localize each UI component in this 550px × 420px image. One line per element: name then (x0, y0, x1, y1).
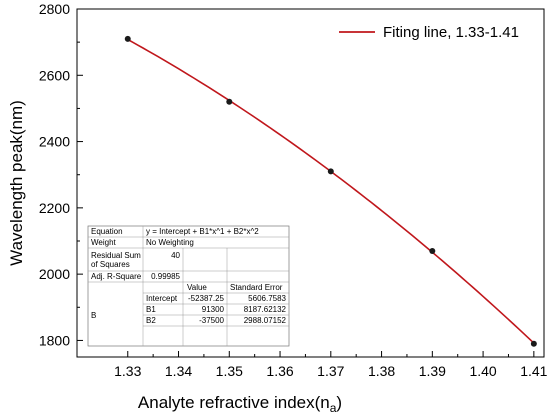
x-axis-label-sub: a (330, 401, 337, 415)
fit-table-param-value: -37500 (199, 316, 224, 325)
fit-table-equation-label: Equation (91, 227, 123, 236)
data-point (530, 340, 537, 347)
x-tick-label: 1.39 (419, 363, 446, 379)
data-point (226, 98, 233, 105)
fit-table-col-value: Value (187, 283, 207, 292)
x-tick-label: 1.33 (114, 363, 141, 379)
x-tick-label: 1.35 (216, 363, 243, 379)
x-tick-label: 1.38 (368, 363, 395, 379)
fit-table-param-value: -52387.25 (188, 294, 225, 303)
fit-table-param-se: 5606.7583 (248, 294, 286, 303)
x-axis-label: Analyte refractive index(na) (138, 393, 342, 415)
fit-table-weight: No Weighting (146, 238, 194, 247)
y-tick-label: 2400 (39, 134, 70, 150)
data-point (327, 168, 334, 175)
fit-table-weight-label: Weight (91, 238, 117, 247)
x-axis-label-main: Analyte refractive index(n (138, 393, 330, 412)
y-axis-label: Wavelength peak(nm) (7, 100, 26, 266)
data-point (124, 35, 131, 42)
fit-table-rss-label: Residual Sum (91, 251, 141, 260)
y-tick-label: 1800 (39, 332, 70, 348)
x-tick-label: 1.37 (317, 363, 344, 379)
fit-table-param-name: B2 (146, 316, 156, 325)
fit-table-param-se: 2988.07152 (244, 316, 287, 325)
x-tick-label: 1.40 (469, 363, 496, 379)
fit-table-param-name: Intercept (146, 294, 178, 303)
x-axis-label-end: ) (336, 393, 342, 412)
x-axis: 1.33 1.34 1.35 1.36 1.37 1.38 1.39 1.40 1.41 (114, 351, 548, 379)
fit-table-rss-label: of Squares (91, 260, 130, 269)
fit-table-rss: 40 (171, 251, 180, 260)
fit-table-adjr2: 0.99985 (151, 272, 180, 281)
fit-table-col-se: Standard Error (230, 283, 283, 292)
data-point (429, 247, 436, 254)
y-axis: 1800 2000 2200 2400 2600 2800 (39, 1, 83, 348)
fit-table-equation: y = Intercept + B1*x^1 + B2*x^2 (146, 227, 259, 236)
fit-table-param-value: 91300 (202, 305, 225, 314)
y-tick-label: 2200 (39, 200, 70, 216)
y-tick-label: 2600 (39, 67, 70, 83)
fit-table-adjr2-label: Adj. R-Square (91, 272, 142, 281)
x-tick-label: 1.41 (520, 363, 547, 379)
legend: Fiting line, 1.33-1.41 (339, 24, 519, 41)
fit-table-param-name: B1 (146, 305, 156, 314)
fit-table-param-se: 8187.62132 (244, 305, 287, 314)
legend-label-fit-line: Fiting line, 1.33-1.41 (383, 24, 519, 41)
y-tick-label: 2800 (39, 1, 70, 17)
fit-table-group-label: B (91, 311, 96, 320)
plot-frame (76, 8, 545, 358)
y-tick-label: 2000 (39, 266, 70, 282)
x-tick-label: 1.34 (165, 363, 192, 379)
x-tick-label: 1.36 (266, 363, 293, 379)
data-points (124, 35, 537, 347)
fit-table: Equation y = Intercept + B1*x^1 + B2*x^2… (87, 225, 290, 347)
